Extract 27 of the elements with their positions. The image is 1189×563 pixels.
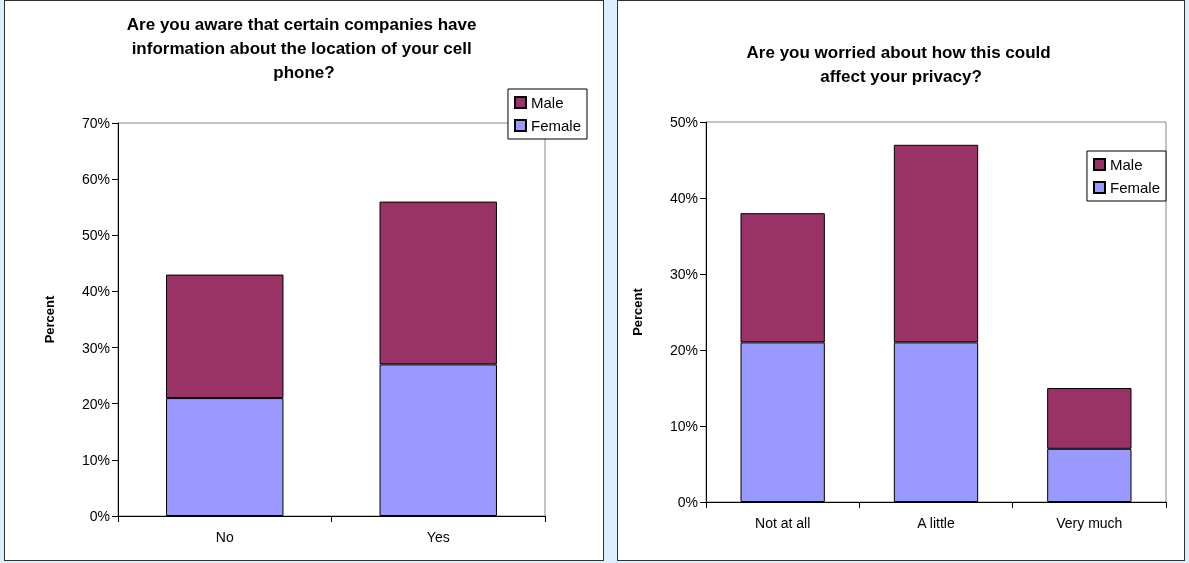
x-tick-label: Not at all (755, 515, 811, 531)
y-tick-label: 50% (669, 114, 698, 130)
y-tick-label: 20% (669, 342, 698, 358)
y-tick-label: 50% (81, 227, 110, 244)
legend-label: Female (530, 117, 582, 134)
y-tick-label: 0% (677, 494, 698, 510)
y-tick-label: 20% (81, 395, 110, 412)
x-tick-label: A little (917, 515, 955, 531)
y-tick-label: 60% (81, 171, 110, 188)
chart-title: Are you worried about how this could affect your privacy? (746, 42, 1056, 86)
y-tick-label: 0% (89, 508, 110, 524)
y-tick-label: 40% (669, 190, 698, 206)
chart-title: Are you aware that certain companies have information about the location of your cell phone? (126, 14, 482, 82)
y-tick-label: 40% (81, 283, 110, 300)
y-tick-label: 10% (81, 451, 110, 468)
legend-label: Female (1109, 179, 1161, 196)
x-tick-label: No (215, 529, 234, 545)
y-axis-title: Percent (42, 294, 57, 344)
y-tick-label: 30% (669, 266, 698, 282)
y-tick-label: 30% (81, 339, 110, 356)
y-tick-label: 10% (669, 418, 698, 434)
legend-label: Male (1109, 156, 1143, 173)
y-tick-label: 70% (81, 115, 110, 131)
x-tick-label: Very much (1056, 515, 1123, 531)
y-axis-title: Percent (630, 287, 645, 336)
x-tick-label: Yes (426, 529, 450, 545)
legend-label: Male (530, 94, 564, 111)
